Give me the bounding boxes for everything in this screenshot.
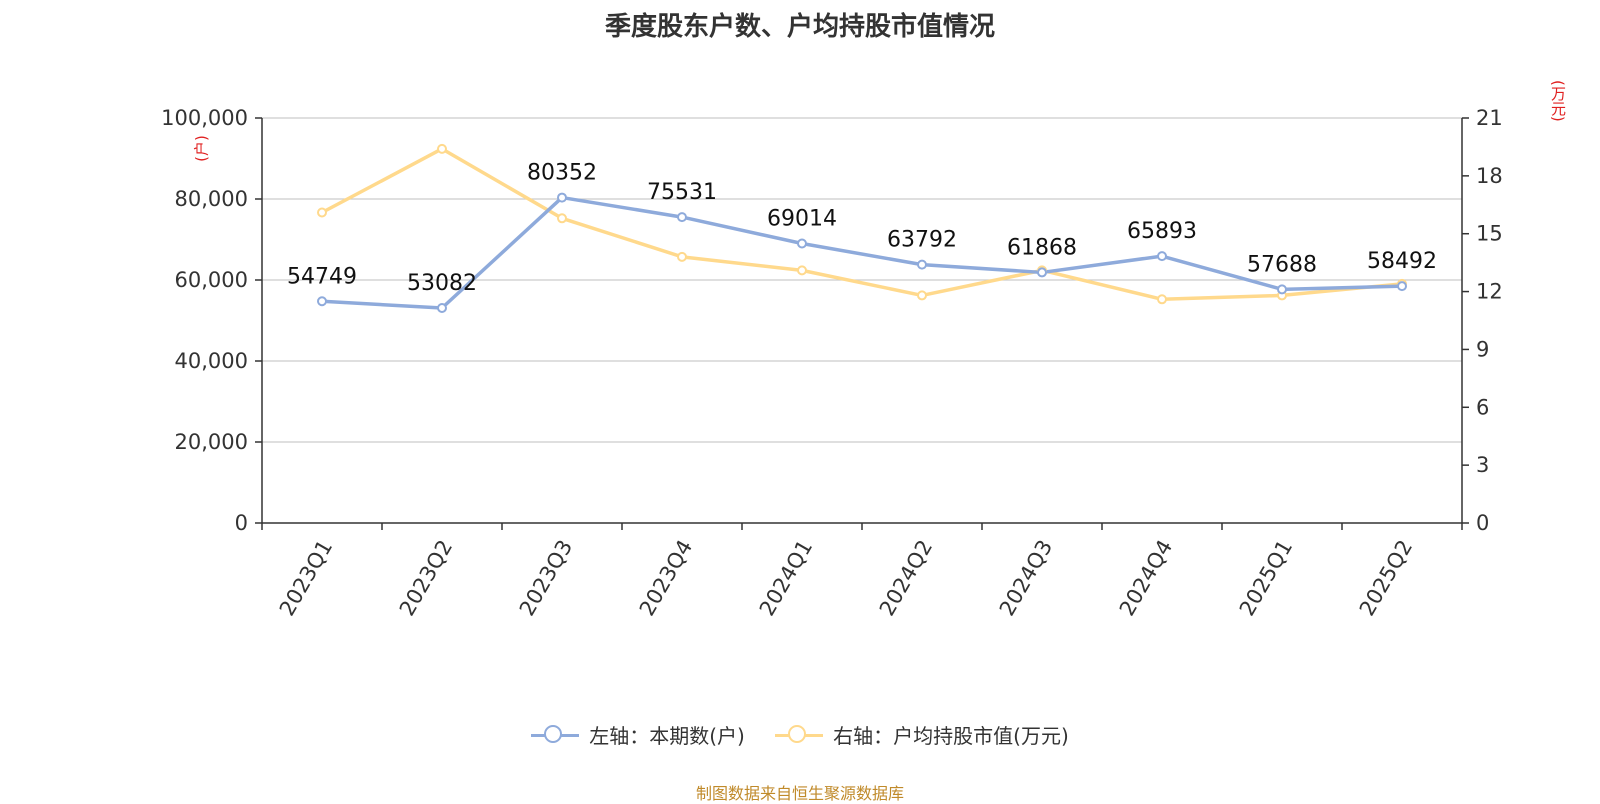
left-axis-tick-label: 20,000: [175, 430, 248, 454]
x-axis-tick-label: 2024Q2: [875, 536, 937, 620]
x-axis-tick-label: 2024Q1: [755, 536, 817, 620]
data-point-shareholders: [317, 296, 327, 307]
data-point-avg-holding-value: [557, 213, 567, 224]
data-point-avg-holding-value: [1157, 294, 1167, 305]
right-axis-tick-label: 21: [1476, 106, 1503, 130]
x-axis-tick-label: 2023Q2: [395, 536, 457, 620]
legend-item-right-series[interactable]: 右轴：户均持股市值(万元): [775, 720, 1069, 749]
x-axis-tick-label: 2023Q1: [275, 536, 337, 620]
data-source-note: 制图数据来自恒生聚源数据库: [695, 784, 904, 803]
legend-symbol-left: [531, 724, 580, 745]
data-point-shareholders: [1037, 267, 1047, 278]
left-axis-tick-label: 60,000: [175, 268, 248, 292]
data-label-shareholders: 61868: [1007, 235, 1077, 260]
right-axis-tick-label: 6: [1476, 395, 1489, 419]
data-label-shareholders: 54749: [287, 264, 357, 289]
right-axis-tick-label: 3: [1476, 453, 1489, 477]
left-axis-tick-label: 80,000: [175, 187, 248, 211]
data-label-shareholders: 63792: [887, 228, 957, 253]
data-point-shareholders: [917, 259, 927, 270]
x-axis-tick-label: 2024Q3: [995, 536, 1057, 620]
data-point-shareholders: [1157, 251, 1167, 262]
data-point-shareholders: [677, 212, 687, 223]
right-axis-tick-label: 15: [1476, 222, 1503, 246]
left-axis-tick-label: 0: [235, 511, 248, 535]
right-axis-tick-label: 0: [1476, 511, 1489, 535]
series-line-shareholders: [320, 195, 1404, 310]
chart-title: 季度股东户数、户均持股市值情况: [604, 12, 995, 42]
x-axis-tick-label: 2025Q2: [1355, 536, 1417, 620]
left-axis-tick-label: 100,000: [161, 106, 248, 130]
legend-symbol-right: [775, 724, 824, 745]
chart-legend: 左轴：本期数(户) 右轴：户均持股市值(万元): [0, 720, 1600, 750]
data-point-avg-holding-value: [437, 143, 447, 154]
data-point-shareholders: [1397, 281, 1407, 292]
x-axis-tick-label: 2023Q4: [635, 536, 697, 620]
data-point-shareholders: [557, 192, 567, 203]
right-axis-tick-label: 9: [1476, 337, 1489, 361]
data-point-avg-holding-value: [917, 290, 927, 301]
data-point-shareholders: [1277, 284, 1287, 295]
data-point-shareholders: [437, 303, 447, 314]
data-label-shareholders: 58492: [1367, 249, 1437, 274]
data-label-shareholders: 80352: [527, 161, 597, 186]
data-point-avg-holding-value: [797, 265, 807, 276]
x-axis-tick-label: 2023Q3: [515, 536, 577, 620]
left-axis-unit: (户): [192, 135, 211, 162]
x-axis-tick-label: 2025Q1: [1235, 536, 1297, 620]
data-label-shareholders: 75531: [647, 180, 717, 205]
data-label-shareholders: 57688: [1247, 252, 1317, 277]
right-axis-tick-label: 18: [1476, 164, 1503, 188]
legend-label-left: 左轴：本期数(户): [589, 724, 745, 748]
left-axis-tick-label: 40,000: [175, 349, 248, 373]
data-label-shareholders: 65893: [1127, 219, 1197, 244]
legend-item-left-series[interactable]: 左轴：本期数(户): [531, 720, 745, 749]
right-axis-tick-label: 12: [1476, 280, 1503, 304]
data-label-shareholders: 53082: [407, 271, 477, 296]
legend-label-right: 右轴：户均持股市值(万元): [833, 724, 1069, 748]
series-line-avg-holding-value: [320, 147, 1404, 302]
x-axis-tick-label: 2024Q4: [1115, 536, 1177, 620]
data-point-avg-holding-value: [677, 251, 687, 262]
data-point-avg-holding-value: [317, 207, 327, 218]
data-point-shareholders: [797, 238, 807, 249]
data-label-shareholders: 69014: [767, 206, 837, 231]
right-axis-unit: (万元): [1549, 80, 1567, 122]
